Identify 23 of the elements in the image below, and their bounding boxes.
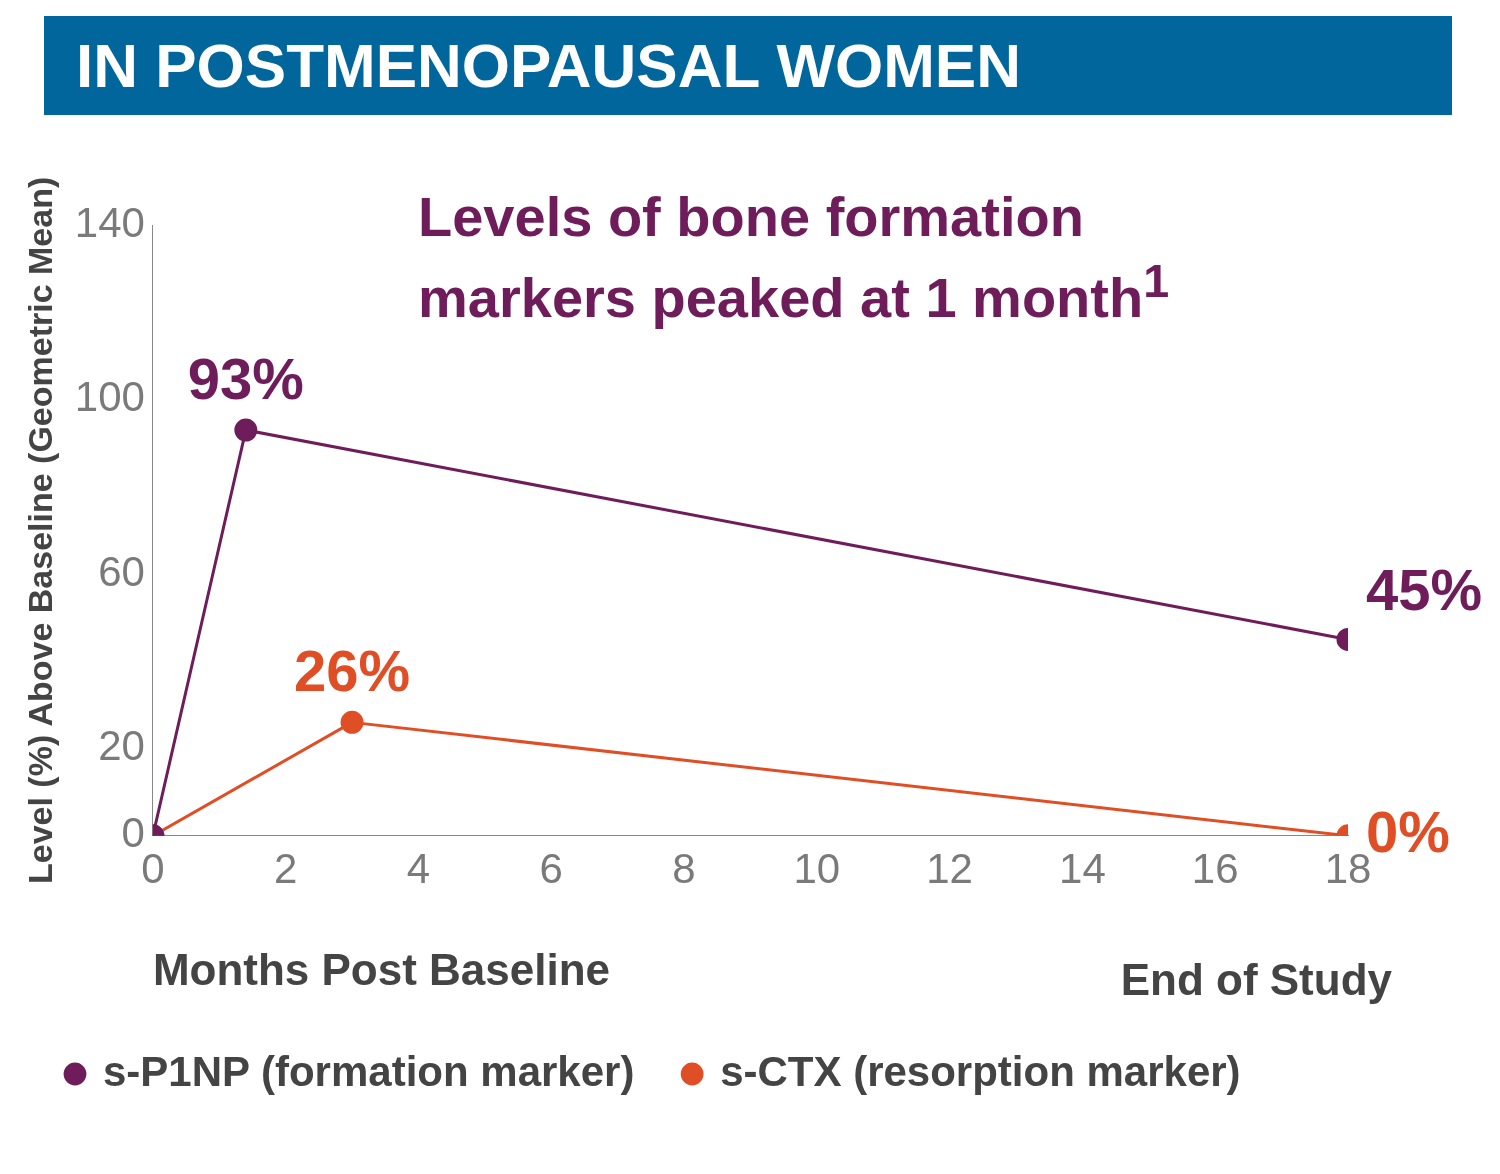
y-tick-label: 140 [74, 198, 145, 246]
x-tick-label: 12 [926, 844, 973, 892]
annotation: Levels of bone formation markers peaked at 1 month$^{1}$ [418, 185, 1171, 330]
text: End of Study [1120, 955, 1392, 1005]
legend-label: s-P1NP (formation marker) [103, 1047, 635, 1095]
x-tick-label: 10 [793, 844, 841, 892]
y-tick-label: 100 [74, 373, 145, 421]
x-axis-title: Months Post Baseline [152, 944, 611, 994]
x-tick-label: 8 [672, 844, 696, 892]
data-label: 45% [1366, 557, 1483, 623]
x-tick-label: 2 [273, 844, 298, 892]
x-tick-label: 14 [1059, 844, 1106, 892]
data-label: 26% [294, 638, 411, 704]
chart-title: IN POSTMENOPAUSAL WOMEN [44, 16, 1452, 115]
y-tick-label: 0 [121, 809, 145, 857]
y-tick-label: 20 [98, 722, 145, 770]
legend-label: s-CTX (resorption marker) [720, 1047, 1241, 1095]
x-tick-label: 4 [406, 844, 431, 892]
y-axis-title: Level (%) Above Baseline (Geometric Mean) [20, 176, 59, 885]
x-tick-label: 16 [1191, 844, 1239, 892]
x-tick-label: 6 [539, 844, 563, 892]
y-tick-label: 60 [98, 547, 145, 595]
data-label: 93% [187, 346, 304, 412]
